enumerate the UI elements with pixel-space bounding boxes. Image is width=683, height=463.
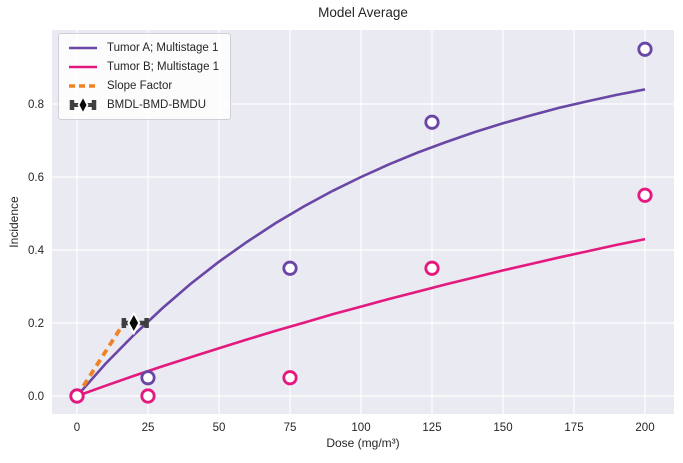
x-tick-label: 0 [74,422,80,434]
legend-label: Slope Factor [107,80,173,92]
y-tick-label: 0.8 [28,99,44,111]
tumor-a-line-icon [69,46,97,50]
x-tick-label: 125 [422,422,441,434]
scatter-point [282,370,298,386]
x-tick-label: 150 [493,422,512,434]
scatter-point [140,388,156,404]
y-axis-label: Incidence [7,196,21,248]
legend-item-tumor-a: Tumor A; Multistage 1 [68,41,219,55]
scatter-point [282,260,298,276]
model-curve [76,237,646,398]
y-tick-label: 0.0 [28,391,44,403]
x-axis-label: Dose (mg/m³) [326,436,400,450]
x-tick-label: 25 [142,422,155,434]
x-tick-label: 75 [284,422,297,434]
x-tick-label: 50 [213,422,226,434]
legend-label: Tumor B; Multistage 1 [107,61,220,73]
legend-label: BMDL-BMD-BMDU [107,99,207,111]
tick-labels: 0 25 50 75 100 125 150 175 200 0.0 0.2 0.4 0.6 0.8 [28,99,655,434]
legend-label: Tumor A; Multistage 1 [107,42,219,54]
gridlines [52,30,674,414]
scatter-point [637,41,653,57]
y-tick-label: 0.2 [28,318,44,330]
scatter-point [69,388,85,404]
data-points [69,41,653,404]
scatter-point [424,260,440,276]
model-curve [76,88,646,397]
legend-item-slope-factor: Slope Factor [68,79,219,93]
dashed-line-icon [69,84,97,88]
chart-title: Model Average [318,5,408,20]
legend: Tumor A; Multistage 1 Tumor B; Multistag… [58,33,232,120]
legend-item-tumor-b: Tumor B; Multistage 1 [68,60,219,74]
tumor-b-line-icon [69,65,97,69]
scatter-point [140,370,156,386]
legend-item-bmdl-bmd-bmdu: BMDL-BMD-BMDU [68,96,219,114]
x-tick-label: 200 [635,422,654,434]
errorbar-diamond-icon [69,96,97,114]
bmd-diamond-marker [127,310,141,336]
x-tick-label: 175 [564,422,583,434]
y-tick-label: 0.4 [28,245,45,257]
scatter-point [637,187,653,203]
x-tick-label: 100 [351,422,370,434]
y-tick-label: 0.6 [28,172,44,184]
slope-factor-line [75,321,126,398]
model-curves [75,88,646,398]
scatter-point [424,114,440,130]
